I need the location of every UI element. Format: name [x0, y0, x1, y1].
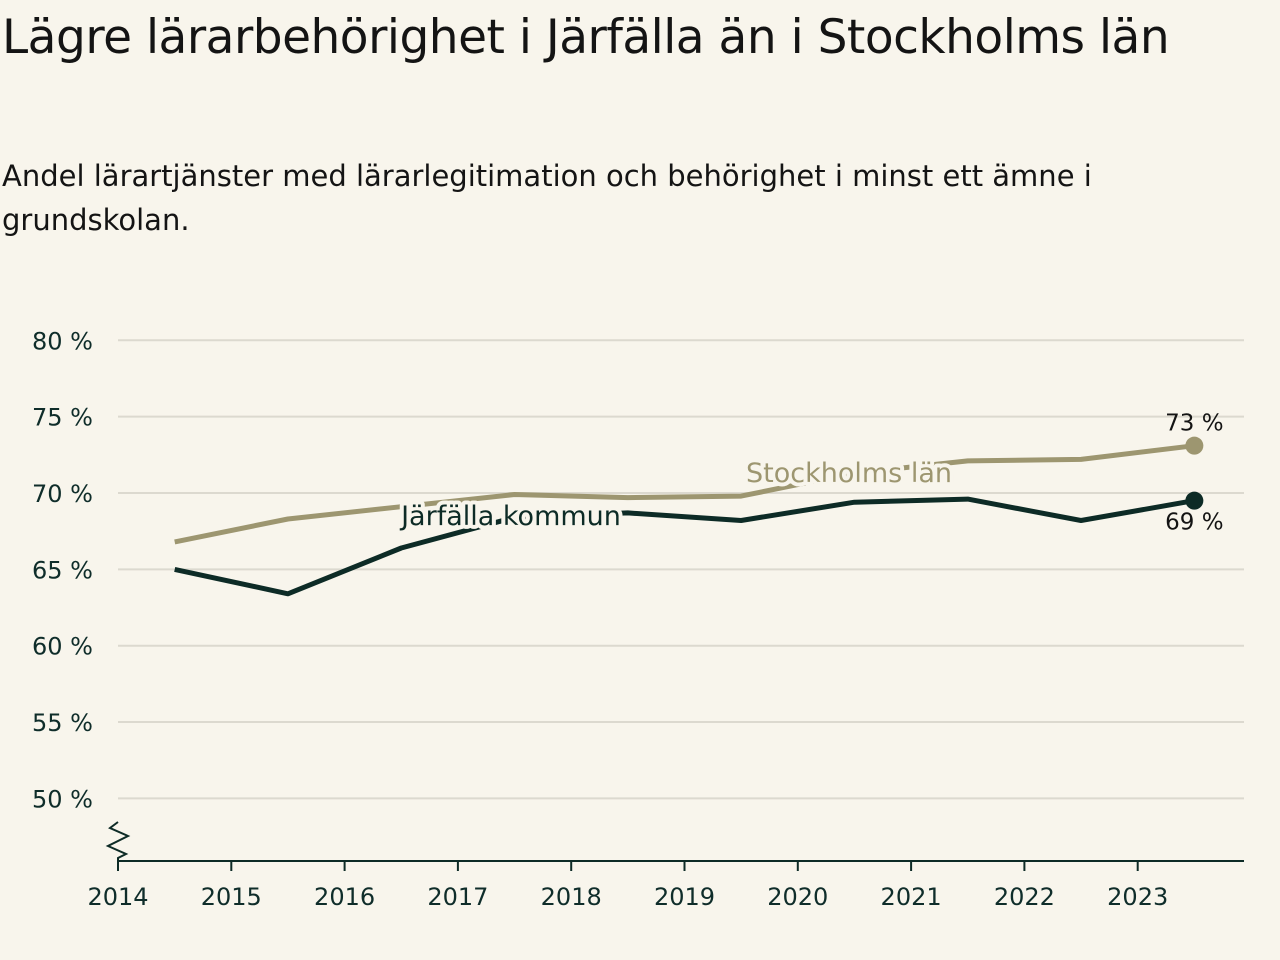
y-tick-label: 60 % [32, 633, 93, 661]
x-tick-label: 2014 [87, 883, 148, 911]
x-tick-label: 2016 [314, 883, 375, 911]
y-tick-label: 75 % [32, 404, 93, 432]
series-line-jarfalla-kommun [174, 496, 1195, 597]
chart-subtitle: Andel lärartjänster med lärarlegitimatio… [2, 159, 1092, 237]
series-line-stockholms-lan [174, 443, 1195, 545]
series-name-label: Järfälla kommun [399, 501, 621, 532]
y-tick-label: 55 % [32, 709, 93, 737]
series-end-marker [1185, 436, 1204, 455]
y-tick-label: 80 % [32, 327, 93, 355]
x-tick-label: 2015 [201, 883, 262, 911]
x-tick-label: 2017 [427, 883, 488, 911]
x-tick-label: 2023 [1107, 883, 1168, 911]
x-tick-label: 2020 [767, 883, 828, 911]
y-tick-label: 70 % [32, 480, 93, 508]
y-tick-label: 50 % [32, 785, 93, 813]
x-tick-label: 2022 [994, 883, 1055, 911]
x-tick-label: 2021 [881, 883, 942, 911]
series-end-marker [1185, 491, 1204, 510]
series-name-label: Stockholms län [746, 458, 952, 489]
y-tick-label: 65 % [32, 556, 93, 584]
x-tick-label: 2018 [541, 883, 602, 911]
end-value-label: 69 % [1165, 510, 1223, 536]
x-tick-label: 2019 [654, 883, 715, 911]
end-value-label: 73 % [1165, 411, 1223, 437]
chart-title: Lägre lärarbehörighet i Järfälla än i St… [2, 10, 1170, 65]
axis-break-icon [105, 821, 131, 861]
